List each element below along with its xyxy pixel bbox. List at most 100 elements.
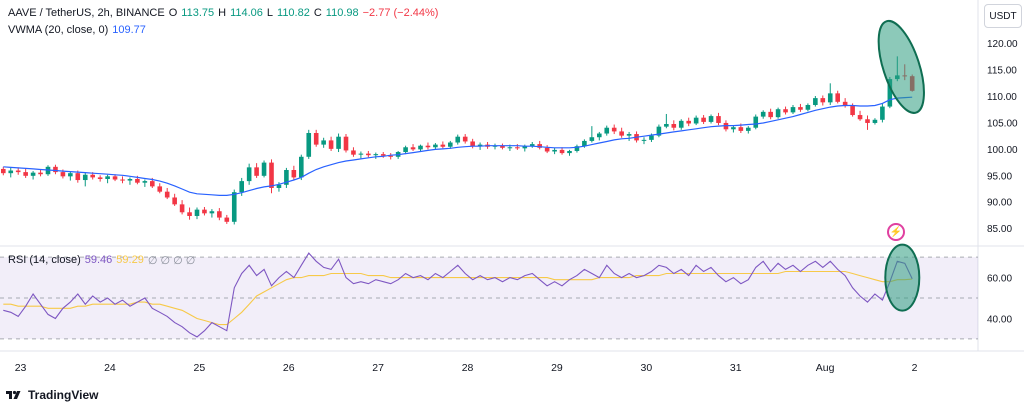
candle-up [82, 174, 88, 181]
candle-up [574, 146, 580, 151]
candle-down [224, 217, 230, 222]
candle-up [30, 172, 36, 176]
brand-label: TradingView [28, 388, 99, 402]
candle-down [768, 111, 773, 118]
price-axis-tick: 120.00 [987, 39, 1018, 50]
candle-up [448, 142, 453, 147]
candle-up [582, 140, 587, 147]
candle-down [515, 147, 520, 149]
candle-up [239, 181, 244, 193]
candle-up [880, 106, 885, 120]
rsi-na-values: ∅ ∅ ∅ ∅ [147, 255, 196, 267]
vwma-legend[interactable]: VWMA (20, close, 0) 109.77 [8, 24, 146, 36]
candle-down [313, 133, 319, 145]
candle-down [850, 106, 855, 116]
time-axis-tick: 30 [640, 362, 652, 374]
high-value: 114.06 [230, 7, 263, 19]
candle-up [418, 145, 423, 150]
candle-up [507, 147, 513, 149]
candle-up [105, 176, 110, 179]
candle-down [842, 101, 848, 107]
rsi-value: 59.46 [84, 254, 113, 266]
candle-down [328, 140, 334, 149]
candle-up [664, 124, 669, 127]
candle-up [321, 140, 326, 145]
candle-down [172, 197, 177, 205]
candle-down [157, 186, 163, 192]
candle-down [701, 117, 706, 122]
candle-down [738, 127, 744, 131]
candle-up [827, 93, 833, 103]
candle-down [90, 174, 95, 178]
candle-down [269, 162, 274, 188]
tradingview-brand[interactable]: TradingView [6, 388, 98, 402]
candle-down [671, 124, 677, 128]
candle-down [388, 155, 393, 157]
candle-up [678, 120, 684, 128]
time-axis-tick: 29 [551, 362, 563, 374]
candle-down [23, 172, 28, 176]
price-axis-tick: 110.00 [987, 92, 1017, 103]
rsi-ma-value: 59.29 [116, 254, 144, 266]
vwma-value: 109.77 [112, 24, 146, 36]
candle-up [433, 144, 438, 148]
candle-down [187, 212, 192, 216]
rsi-ma-line [3, 270, 913, 326]
price-axis-tick: 85.00 [987, 224, 1012, 235]
candle-up [261, 162, 267, 176]
time-axis-tick: 28 [462, 362, 474, 374]
candle-up [589, 137, 595, 141]
candle-down [544, 147, 550, 152]
vwma-label: VWMA (20, close, 0) [8, 24, 109, 36]
candle-up [529, 144, 535, 147]
candle-down [217, 211, 222, 218]
candle-down [351, 150, 356, 155]
candle-down [537, 144, 542, 148]
rsi-axis-tick: 60.00 [987, 274, 1012, 285]
vwma-line [3, 96, 913, 196]
currency-button[interactable]: USDT [984, 4, 1022, 28]
candle-up [597, 133, 602, 138]
candle-up [276, 184, 282, 188]
candle-down [135, 178, 140, 183]
candle-down [425, 145, 431, 148]
time-axis-tick: 23 [15, 362, 27, 374]
candle-down [291, 170, 297, 178]
symbol-label[interactable]: AAVE / TetherUS, 2h, BINANCE [8, 7, 165, 19]
lightning-icon[interactable]: ⚡ [887, 223, 905, 241]
highlight-ellipse-price[interactable] [869, 16, 933, 118]
candle-down [716, 116, 721, 123]
candle-down [60, 172, 66, 177]
candle-up [209, 211, 215, 214]
candle-up [284, 170, 289, 185]
candle-up [403, 147, 408, 153]
candle-up [358, 153, 364, 155]
candle-down [97, 177, 103, 179]
candle-up [790, 107, 796, 113]
candle-up [708, 116, 714, 122]
candle-up [604, 127, 610, 134]
candle-up [522, 146, 528, 149]
candle-up [872, 119, 878, 123]
time-axis-tick: 25 [193, 362, 205, 374]
candle-up [552, 149, 557, 152]
candle-down [798, 107, 803, 110]
rsi-legend[interactable]: RSI (14, close) 59.46 59.29 ∅ ∅ ∅ ∅ [8, 254, 195, 267]
candle-up [142, 181, 148, 183]
candle-up [887, 79, 893, 107]
candle-up [127, 178, 133, 181]
candle-up [567, 150, 572, 154]
candle-up [693, 117, 699, 124]
time-axis-tick: 27 [372, 362, 384, 374]
highlight-ellipse-rsi[interactable] [884, 243, 921, 312]
candle-up [656, 126, 662, 136]
candle-down [53, 166, 58, 173]
candle-down [500, 145, 505, 148]
candle-up [731, 127, 736, 130]
high-label: H [218, 7, 227, 19]
rsi-line [3, 252, 913, 338]
price-axis-tick: 95.00 [987, 171, 1012, 182]
legend-header: AAVE / TetherUS, 2h, BINANCE O 113.75 H 11… [8, 7, 438, 19]
candle-up [373, 154, 379, 156]
